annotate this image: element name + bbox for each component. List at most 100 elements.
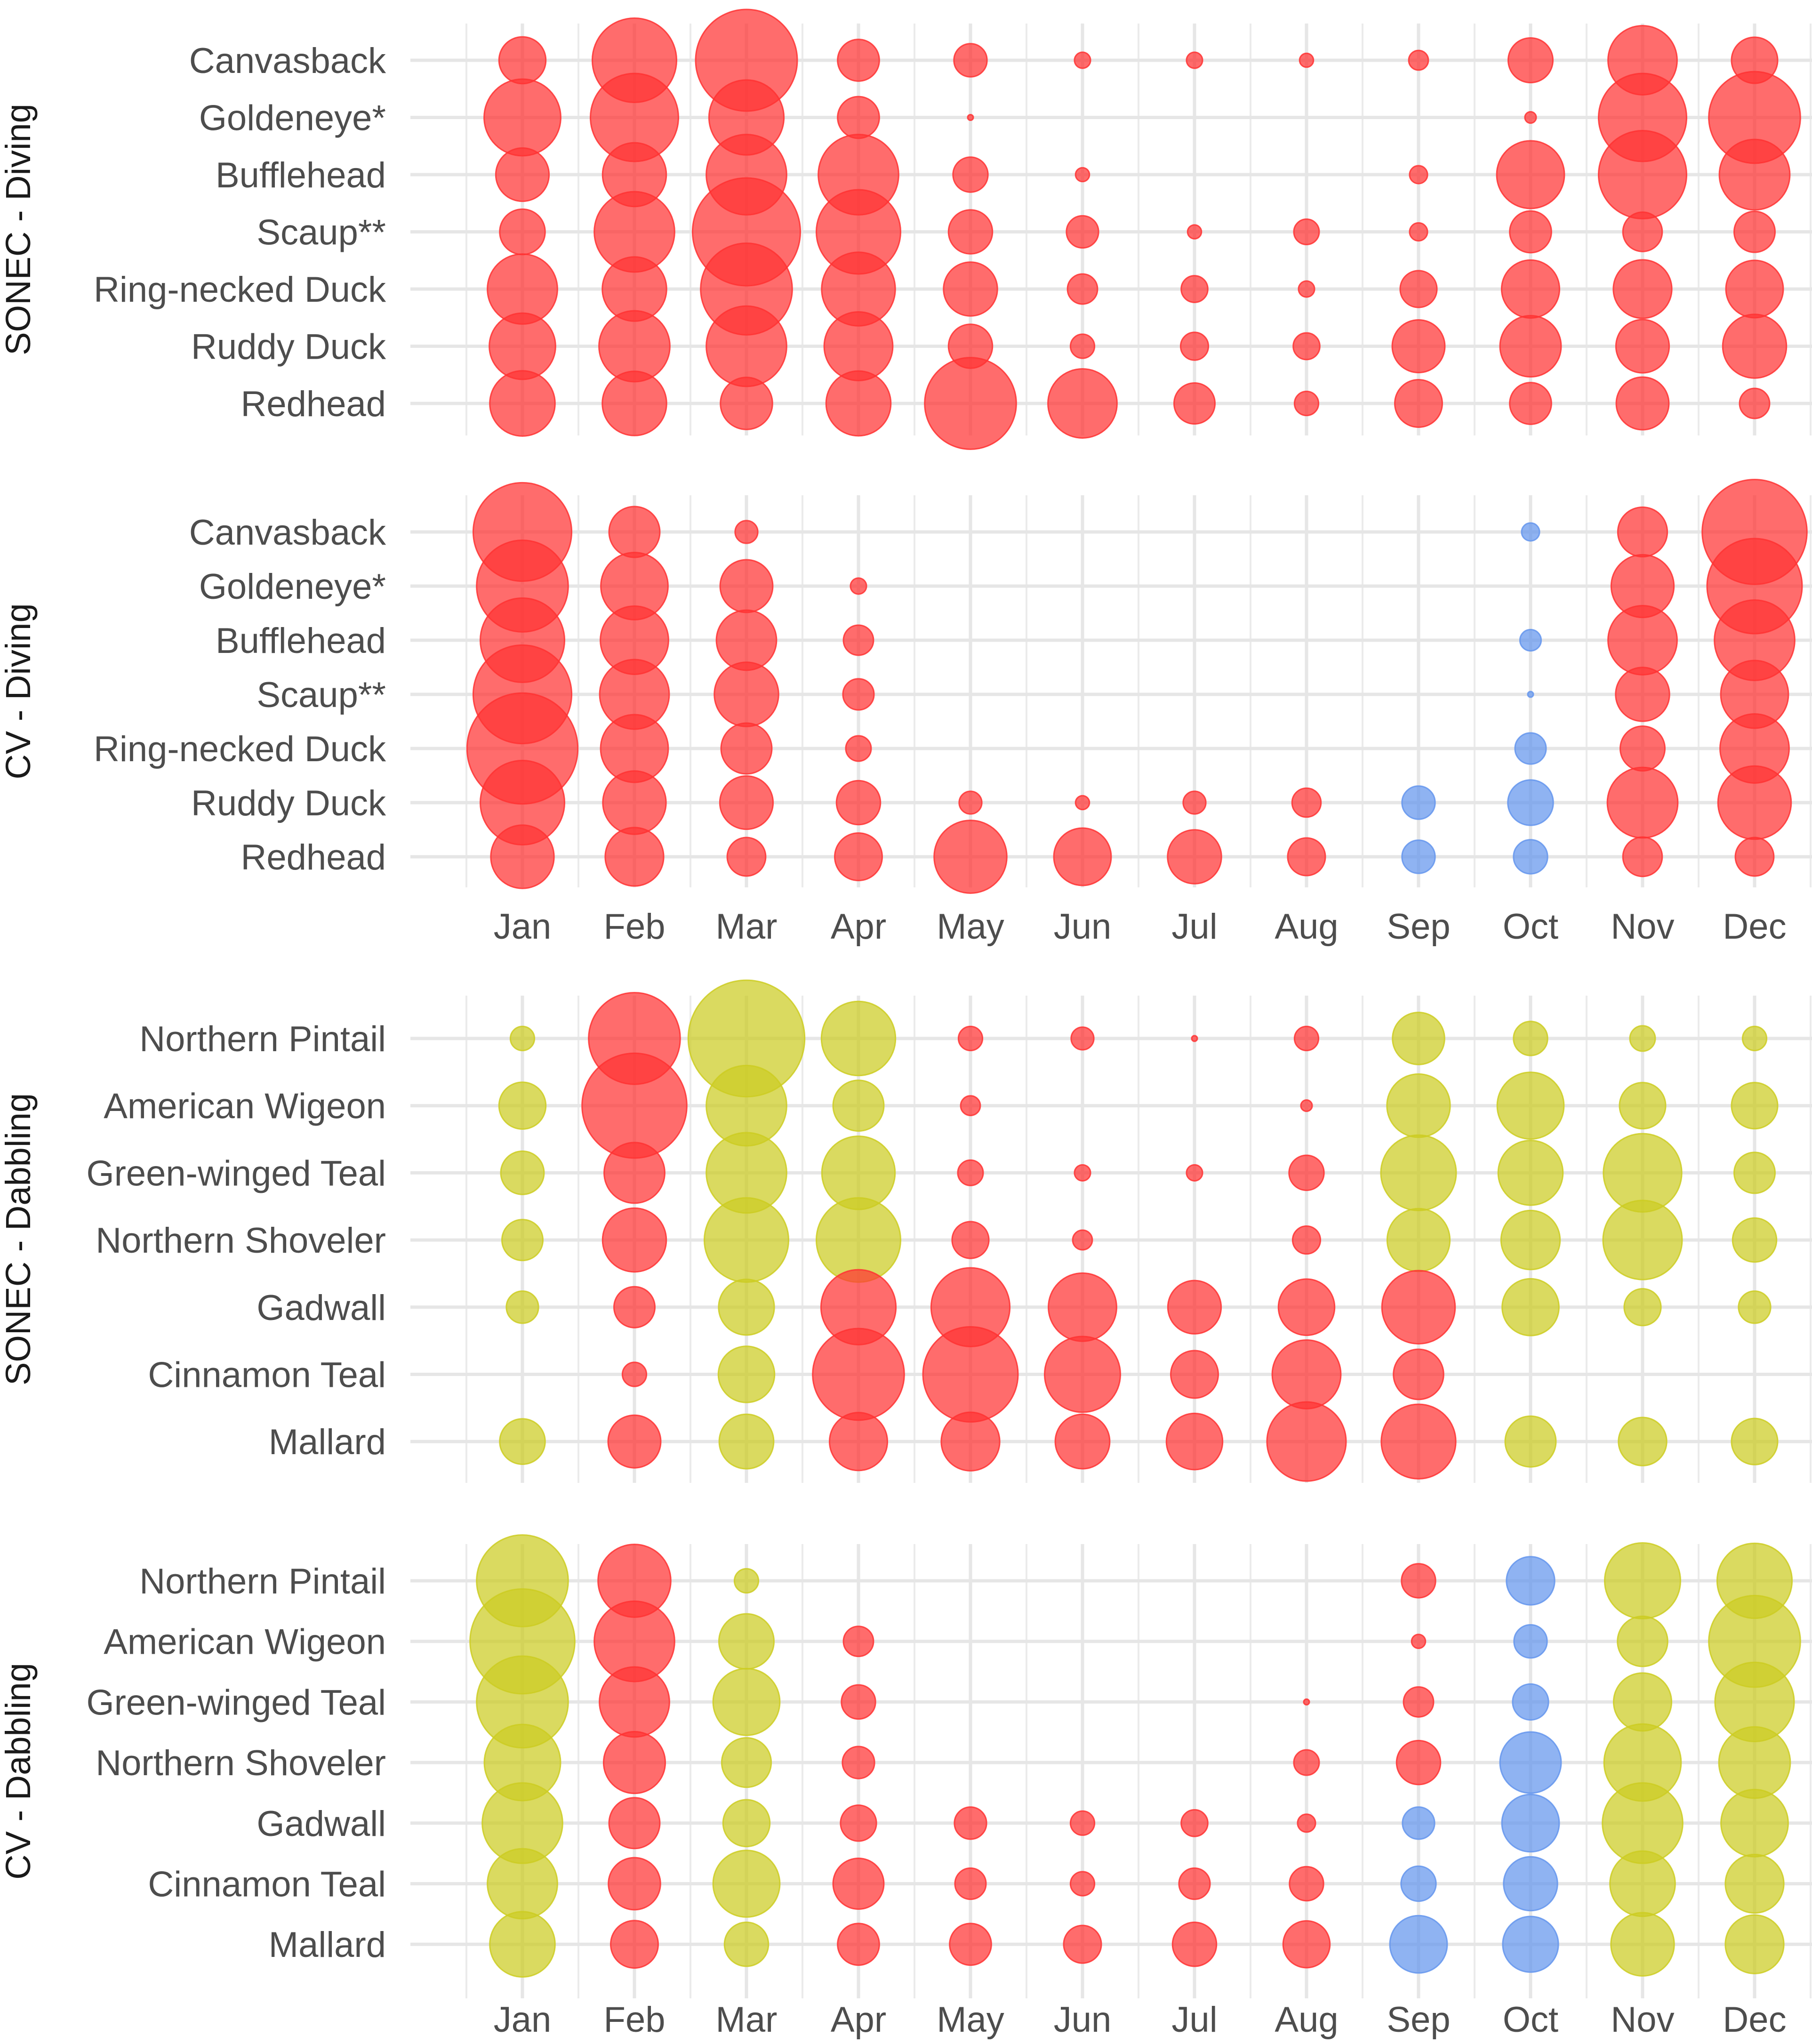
bubble xyxy=(820,1000,897,1077)
bubble xyxy=(505,1290,539,1324)
x-tick-label: Mar xyxy=(716,907,778,947)
species-label: Cinnamon Teal xyxy=(148,1865,386,1905)
bubble xyxy=(1509,210,1552,254)
species-label: Bufflehead xyxy=(216,621,386,661)
bubble xyxy=(1496,1071,1565,1140)
bubble xyxy=(1738,1290,1772,1324)
species-label: Ring-necked Duck xyxy=(94,729,386,769)
bubble xyxy=(1731,1082,1779,1130)
species-label: Canvasback xyxy=(189,513,386,553)
bubble xyxy=(1191,1035,1198,1042)
bubble xyxy=(489,370,556,437)
bubble xyxy=(1063,1924,1102,1964)
bubble xyxy=(1409,222,1428,242)
bubble xyxy=(1066,215,1099,249)
x-tick-label: Aug xyxy=(1275,907,1338,947)
species-label: American Wigeon xyxy=(104,1622,386,1662)
bubble xyxy=(1043,1336,1122,1413)
bubble xyxy=(1504,1415,1557,1468)
bubble xyxy=(1734,837,1775,877)
bubble xyxy=(489,1911,556,1978)
bubble xyxy=(1380,1403,1457,1480)
bubble xyxy=(1501,1278,1560,1336)
species-label: Ruddy Duck xyxy=(191,327,386,367)
bubble xyxy=(608,506,661,558)
bubble xyxy=(1182,790,1207,815)
bubble xyxy=(1288,1154,1325,1191)
bubble xyxy=(1527,691,1534,698)
bubble xyxy=(1617,1615,1668,1667)
bubble xyxy=(837,1923,880,1966)
species-label: Bufflehead xyxy=(216,155,386,195)
bubble xyxy=(608,1797,661,1850)
bubble xyxy=(850,577,867,595)
species-label: Northern Pintail xyxy=(139,1561,386,1601)
bubble xyxy=(842,1626,874,1658)
bubble xyxy=(953,43,988,78)
bubble xyxy=(1180,1809,1209,1837)
bubble xyxy=(1074,167,1090,183)
bubble xyxy=(837,39,880,82)
bubble xyxy=(1629,1025,1656,1052)
panel: Canvasback Goldeneye* Bufflehead Scaup** Rin… xyxy=(0,8,1812,450)
bubble xyxy=(1266,1401,1347,1482)
panel: Canvasback Goldeneye* Bufflehead Scaup** Rin… xyxy=(0,479,1812,947)
x-tick-label: Nov xyxy=(1611,2000,1674,2040)
panel-label: CV - Diving xyxy=(0,603,38,779)
bubble xyxy=(1167,1280,1222,1335)
bubble xyxy=(1292,332,1321,361)
bubble xyxy=(1173,382,1216,425)
x-tick-label: Apr xyxy=(831,2000,886,2040)
bubble xyxy=(1519,628,1542,652)
bubble xyxy=(1303,1698,1310,1706)
bubble xyxy=(712,1667,781,1736)
bubble xyxy=(720,377,773,430)
bubble xyxy=(495,147,550,202)
bubble xyxy=(1507,779,1554,826)
bubble xyxy=(613,1286,656,1328)
species-label: Green-winged Teal xyxy=(86,1682,386,1722)
bubble xyxy=(1513,839,1548,875)
bubble xyxy=(1506,1556,1555,1606)
bubble xyxy=(1167,829,1222,885)
bubble xyxy=(1718,1726,1791,1799)
bubble xyxy=(499,1418,546,1465)
bubble xyxy=(487,1848,558,1920)
species-label: Redhead xyxy=(241,837,386,877)
bubble xyxy=(1399,270,1438,308)
bubble xyxy=(1053,827,1112,886)
bubble xyxy=(1500,1209,1561,1271)
bubble xyxy=(602,770,667,835)
bubble xyxy=(1293,218,1320,245)
bubble xyxy=(832,1079,885,1132)
bubble xyxy=(1392,1012,1445,1065)
bubble xyxy=(714,661,779,727)
x-tick-label: Apr xyxy=(831,907,886,947)
bubble xyxy=(1386,1073,1451,1138)
species-label: Ring-necked Duck xyxy=(94,270,386,310)
bubble xyxy=(1074,51,1091,69)
bubble xyxy=(922,1326,1019,1423)
bubble xyxy=(489,312,556,380)
x-tick-label: May xyxy=(937,2000,1004,2040)
bubble xyxy=(1619,1082,1667,1130)
bubble xyxy=(834,832,883,882)
bubble xyxy=(1513,1624,1548,1659)
bubble xyxy=(1597,129,1688,220)
bubble xyxy=(723,1921,770,1967)
bubble xyxy=(1612,1672,1673,1732)
bubble xyxy=(957,1159,984,1186)
bubble xyxy=(1391,319,1446,373)
bubble xyxy=(837,96,880,139)
species-label: Cinnamon Teal xyxy=(148,1355,386,1395)
bubble xyxy=(1509,382,1552,425)
species-label: Scaup** xyxy=(257,213,386,253)
bubble xyxy=(1054,1413,1111,1470)
x-tick-label: Jun xyxy=(1054,907,1112,947)
bubble xyxy=(703,1197,790,1283)
bubble xyxy=(1401,839,1436,874)
bubble xyxy=(1389,1915,1448,1974)
bubble xyxy=(1070,1026,1095,1051)
bubble xyxy=(599,1666,670,1738)
